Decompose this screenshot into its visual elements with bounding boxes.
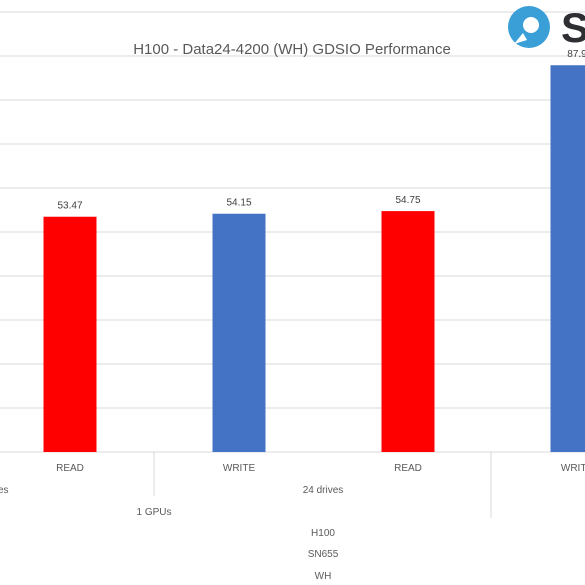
bar-value-label: 53.47 <box>57 201 82 212</box>
group-label-platform: H100 <box>311 528 335 539</box>
category-label: WRITE <box>561 463 585 474</box>
chart-title: H100 - Data24-4200 (WH) GDSIO Performanc… <box>133 41 451 58</box>
logo-icon-notch <box>514 33 527 44</box>
group-label-enclosure: WH <box>315 571 332 582</box>
bar-value-label: 54.75 <box>395 195 420 206</box>
bar-write <box>212 213 266 452</box>
gridlines <box>0 11 585 409</box>
category-label: READ <box>394 463 422 474</box>
group-label-drive-model: SN655 <box>308 549 339 560</box>
bar-read <box>381 211 435 452</box>
group-label-drives-left: es <box>0 485 9 496</box>
category-label: READ <box>56 463 84 474</box>
logo: S <box>508 4 585 51</box>
bar-labels: 53.47 54.15 54.75 87.9 <box>57 49 585 211</box>
group-label-gpus: 1 GPUs <box>136 507 171 518</box>
category-labels: READ WRITE READ WRITE <box>56 463 585 474</box>
group-label-drives: 24 drives <box>303 485 344 496</box>
bar-write <box>550 65 585 453</box>
bars <box>43 65 585 453</box>
bar-value-label: 54.15 <box>226 198 251 209</box>
logo-icon-inner <box>523 17 539 33</box>
logo-text: S <box>561 4 585 51</box>
bar-value-label: 87.9 <box>567 49 585 60</box>
category-label: WRITE <box>223 463 256 474</box>
bar-read <box>43 216 97 452</box>
